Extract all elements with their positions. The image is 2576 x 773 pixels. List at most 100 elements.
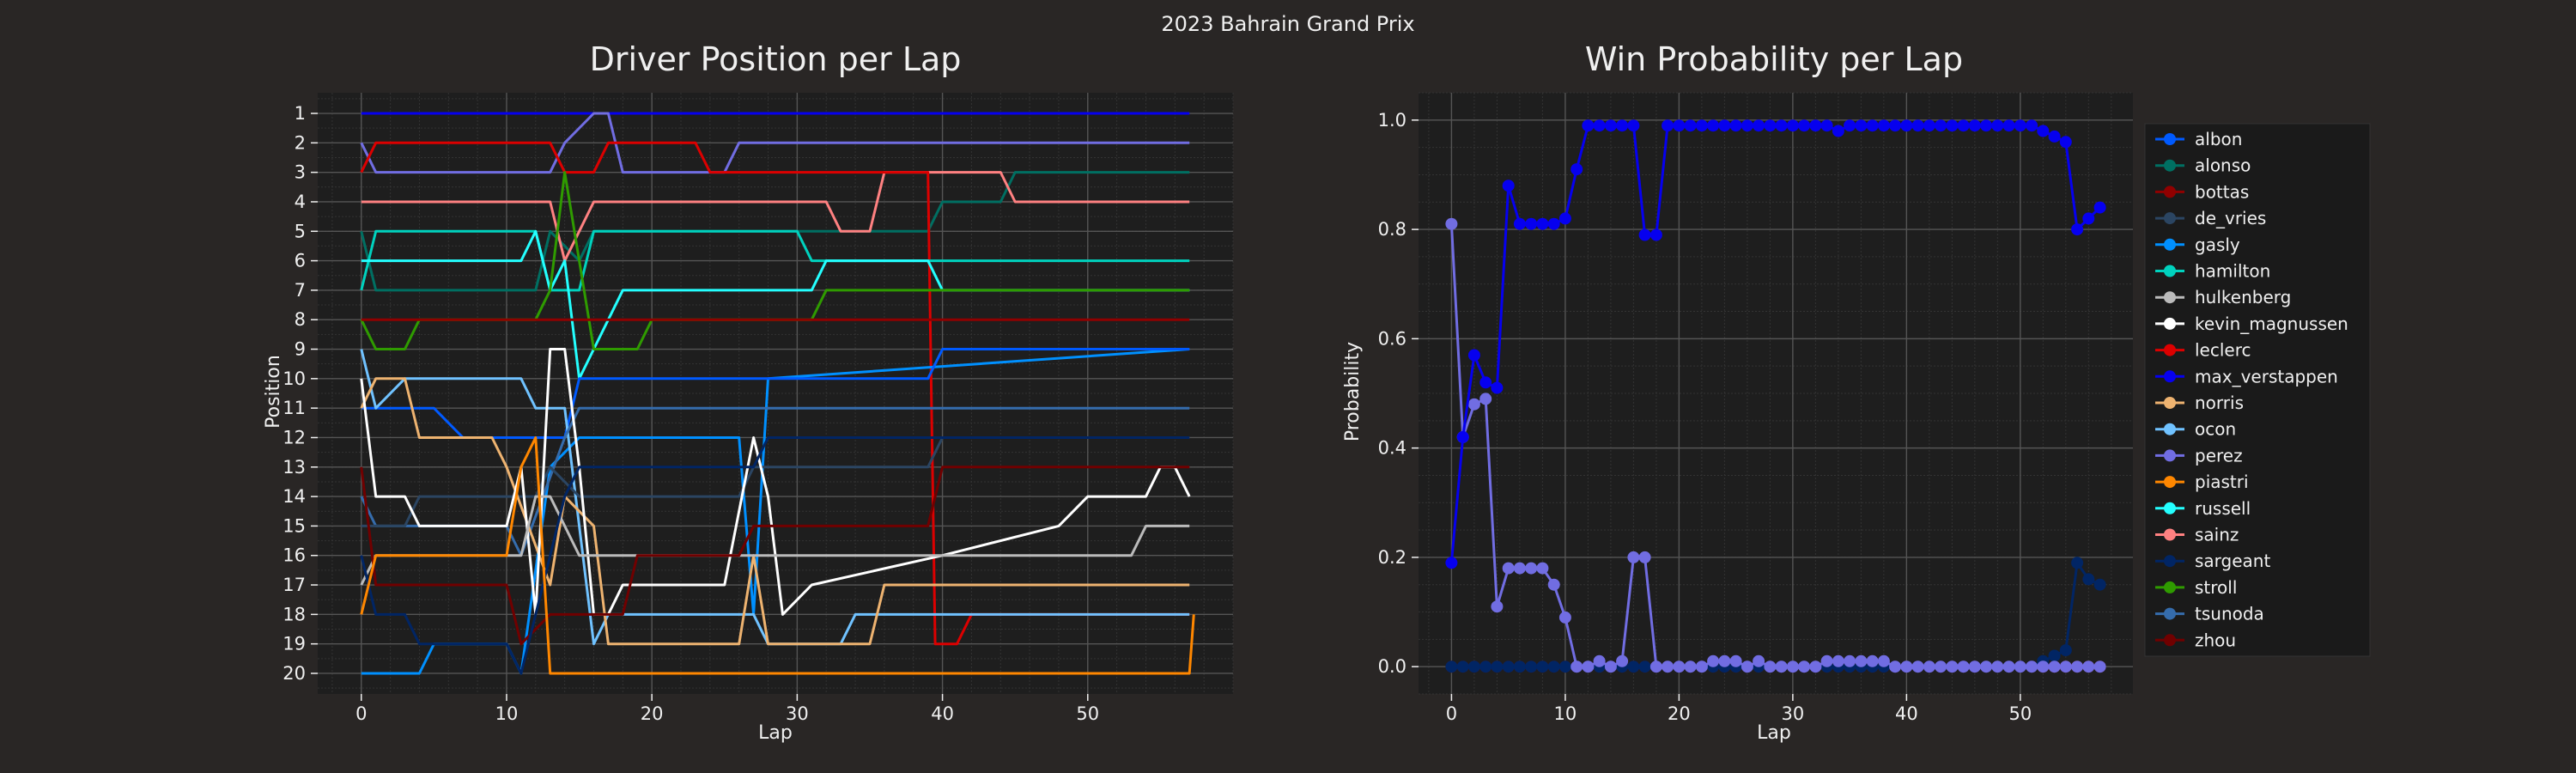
legend-swatch-marker [2164,238,2176,251]
probability-point-perez [1820,654,1833,667]
probability-point-sargeant [1491,660,1504,673]
probability-point-max_verstappen [2071,223,2084,236]
legend-swatch-marker [2164,423,2176,435]
legend-label: bottas [2195,181,2249,202]
legend-item-stroll: stroll [2155,577,2237,598]
legend-label: max_verstappen [2195,366,2338,386]
legend-label: hamilton [2195,261,2270,282]
probability-point-perez [1491,600,1504,613]
probability-point-sargeant [1558,660,1571,673]
legend-item-kevin_magnussen: kevin_magnussen [2155,313,2348,334]
probability-point-max_verstappen [1536,217,1549,230]
position-y-tick-label: 20 [283,663,306,684]
legend-label: gasly [2195,234,2240,255]
probability-point-perez [1718,654,1731,667]
legend-swatch-marker [2164,186,2176,198]
position-y-tick-label: 1 [295,103,306,124]
probability-point-sargeant [1547,660,1560,673]
probability-point-max_verstappen [1456,430,1469,443]
probability-point-perez [1536,562,1549,575]
probability-point-max_verstappen [2048,130,2061,143]
probability-point-perez [1991,660,2004,673]
probability-chart-title: Win Probability per Lap [1585,40,1963,78]
probability-point-perez [1684,660,1697,673]
probability-point-perez [1832,654,1844,667]
probability-point-perez [1558,611,1571,624]
position-x-tick-label: 20 [641,703,664,724]
probability-point-max_verstappen [1707,119,1720,132]
legend-swatch-marker [2164,502,2176,514]
probability-point-perez [2048,660,2061,673]
probability-point-perez [1900,660,1913,673]
probability-point-max_verstappen [1467,349,1480,362]
probability-point-max_verstappen [1662,119,1674,132]
probability-point-sargeant [1467,660,1480,673]
probability-point-max_verstappen [2082,212,2095,225]
legend-label: leclerc [2195,340,2251,361]
probability-point-perez [1798,660,1811,673]
probability-y-tick-label: 0.4 [1378,438,1406,459]
legend-swatch-marker [2164,291,2176,304]
legend-item-alonso: alonso [2155,155,2251,176]
legend-swatch-marker [2164,133,2176,145]
probability-point-max_verstappen [2026,119,2038,132]
probability-point-max_verstappen [1991,119,2004,132]
legend-swatch-marker [2164,212,2176,225]
probability-point-max_verstappen [1900,119,1913,132]
legend-label: piastri [2195,472,2249,492]
legend-swatch-marker [2164,634,2176,647]
position-series-group [360,112,1195,675]
probability-point-max_verstappen [1558,212,1571,225]
probability-point-perez [2026,660,2038,673]
position-line-perez [360,112,1190,174]
probability-point-max_verstappen [1525,217,1538,230]
position-x-tick-label: 40 [931,703,954,724]
probability-point-max_verstappen [1809,119,1822,132]
legend-swatch-marker [2164,265,2176,277]
legend-swatch-marker [2164,344,2176,356]
position-x-tick-label: 50 [1076,703,1099,724]
probability-point-max_verstappen [1718,119,1731,132]
probability-point-max_verstappen [1616,119,1629,132]
probability-point-max_verstappen [1491,381,1504,394]
legend-label: perez [2195,445,2243,466]
probability-x-axis-label: Lap [1757,722,1791,744]
position-line-kevin_magnussen [360,348,1191,616]
probability-point-sargeant [1456,660,1469,673]
probability-point-max_verstappen [1911,119,1924,132]
position-x-tick-label: 10 [495,703,519,724]
probability-point-sargeant [2082,573,2095,586]
legend-item-piastri: piastri [2155,472,2249,492]
probability-grid [1419,92,2133,695]
probability-point-perez [1627,551,1640,563]
legend-label: sargeant [2195,551,2270,571]
position-y-tick-label: 16 [283,545,306,566]
position-y-tick-label: 19 [283,634,306,654]
legend-label: hulkenberg [2195,287,2291,307]
probability-point-perez [1547,578,1560,591]
position-line-leclerc [360,141,1190,646]
probability-point-perez [1638,551,1651,563]
probability-point-max_verstappen [1980,119,1993,132]
legend-item-albon: albon [2155,129,2242,149]
legend-item-leclerc: leclerc [2155,340,2251,361]
legend-item-tsunoda: tsunoda [2155,604,2264,624]
position-y-tick-label: 3 [295,162,306,183]
probability-point-perez [1525,562,1538,575]
position-y-tick-label: 13 [283,457,306,478]
position-y-tick-label: 6 [295,251,306,271]
probability-point-perez [1935,660,1947,673]
probability-y-tick-label: 0.6 [1378,328,1406,349]
probability-point-max_verstappen [2014,119,2026,132]
probability-point-perez [2002,660,2015,673]
position-x-axis-label: Lap [758,722,793,744]
probability-y-tick-label: 0.2 [1378,547,1406,568]
legend-item-zhou: zhou [2155,630,2236,650]
legend-swatch-marker [2164,317,2176,330]
probability-x-tick-label: 10 [1554,703,1577,724]
position-y-tick-label: 4 [295,192,306,212]
probability-point-perez [1889,660,1902,673]
legend-label: kevin_magnussen [2195,313,2348,334]
legend-item-sargeant: sargeant [2155,551,2270,571]
legend-label: zhou [2195,630,2236,650]
